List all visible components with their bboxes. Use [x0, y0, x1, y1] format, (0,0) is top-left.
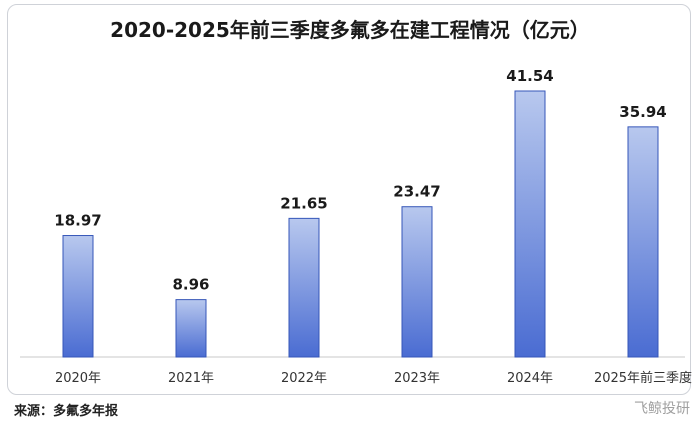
- x-tick-label-2: 2022年: [281, 371, 327, 386]
- bar-2: [288, 217, 320, 358]
- bar-0: [62, 235, 94, 358]
- x-tick-label-3: 2023年: [394, 371, 440, 386]
- bar-value-label-0: 18.97: [54, 212, 101, 230]
- bar-value-label-1: 8.96: [172, 276, 209, 294]
- chart-title: 2020-2025年前三季度多氟多在建工程情况（亿元）: [110, 18, 590, 42]
- bar-value-label-4: 41.54: [506, 67, 553, 85]
- bar-value-label-2: 21.65: [280, 194, 327, 212]
- bar-3: [401, 206, 433, 358]
- bar-value-label-3: 23.47: [393, 183, 440, 201]
- bar-4: [514, 90, 546, 358]
- chart-frame: [7, 4, 691, 395]
- x-tick-label-1: 2021年: [168, 371, 214, 386]
- x-tick-label-5: 2025年前三季度: [594, 370, 692, 386]
- bar-1: [175, 299, 207, 358]
- bar-chart: 18.97 2020年 8.96 2021年 21.65 2022年 23.47 2023年 4…: [20, 67, 692, 386]
- bar-value-label-5: 35.94: [619, 103, 666, 121]
- x-tick-label-4: 2024年: [507, 371, 553, 386]
- watermark: 飞鲸投研: [634, 401, 690, 417]
- source-note: 来源：多氟多年报: [14, 404, 119, 419]
- bars-group: 18.97 2020年 8.96 2021年 21.65 2022年 23.47 2023年 4…: [54, 67, 692, 386]
- x-tick-label-0: 2020年: [55, 371, 101, 386]
- bar-5: [627, 126, 659, 358]
